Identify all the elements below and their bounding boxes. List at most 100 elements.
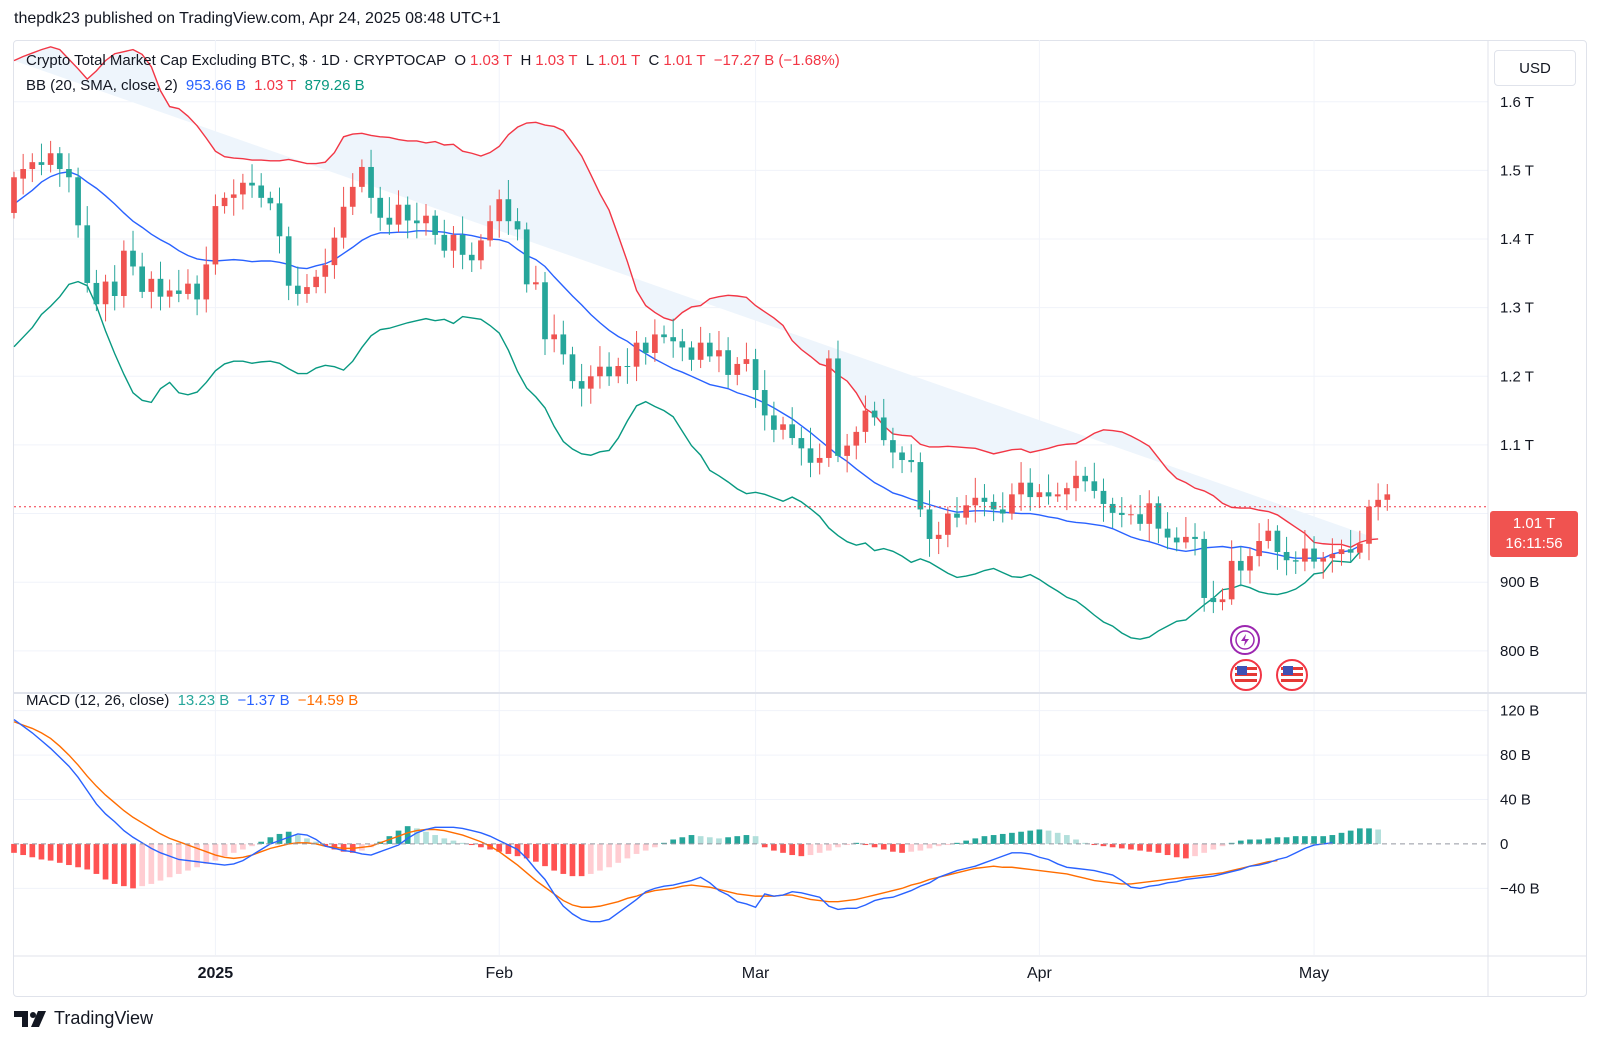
candle-body [963, 505, 969, 518]
macd-histogram-bar [1247, 839, 1253, 844]
candle [1054, 482, 1061, 502]
candle-body [148, 278, 155, 292]
candle [276, 187, 283, 254]
macd-histogram-bar [496, 843, 503, 852]
macd-histogram-bar [148, 843, 155, 884]
candle-body [615, 366, 622, 377]
candle [1018, 462, 1024, 511]
candle-body [130, 250, 136, 267]
candle [1247, 547, 1253, 584]
candle [578, 363, 585, 407]
macd-histogram-bar [102, 843, 109, 880]
candle-body [1091, 481, 1098, 491]
tradingview-logo[interactable]: TradingView [14, 1008, 153, 1029]
date-tick-label: 2025 [198, 965, 234, 982]
candle [780, 416, 786, 440]
macd-histogram-bar [11, 843, 17, 853]
macd-histogram-bar [661, 842, 667, 844]
macd-histogram-bar [1155, 843, 1162, 853]
currency-button[interactable]: USD [1494, 50, 1576, 86]
candle [11, 171, 17, 219]
candle-body [194, 283, 200, 300]
candle [1164, 512, 1171, 550]
candle-body [853, 431, 860, 446]
candle [93, 269, 100, 312]
candle-body [1164, 528, 1171, 538]
candle [468, 242, 475, 272]
macd-histogram-bar [542, 843, 548, 867]
candle [450, 225, 457, 268]
candle [679, 328, 686, 362]
candle-body [1210, 597, 1217, 603]
candle-body [1155, 503, 1162, 529]
candle [340, 186, 347, 249]
candle [1009, 483, 1015, 520]
candle-body [661, 334, 667, 338]
candle-body [844, 445, 850, 456]
candle-body [1338, 549, 1345, 555]
candle [615, 357, 622, 384]
macd-histogram-bar [139, 843, 146, 887]
candle-body [880, 417, 887, 441]
macd-histogram-bar [1118, 843, 1125, 849]
macd-histogram-bar [258, 841, 265, 844]
candle [697, 326, 704, 369]
candle [716, 330, 722, 373]
candle-body [981, 497, 988, 502]
macd-histogram-bar [1183, 843, 1189, 859]
candle-body [1009, 494, 1015, 514]
candle-body [377, 197, 384, 218]
macd-histogram-bar [871, 843, 878, 848]
macd-histogram-bar [981, 836, 988, 844]
macd-histogram-bar [578, 843, 585, 877]
candle [1036, 484, 1043, 509]
candle [551, 314, 557, 353]
macd-histogram-bar [276, 833, 283, 844]
candle-body [972, 497, 979, 506]
candle-body [1192, 536, 1198, 539]
price-tick-label: 1.5 T [1500, 162, 1534, 179]
candle [533, 265, 539, 290]
candle-body [1128, 514, 1134, 516]
candle-body [11, 177, 17, 213]
macd-signal-value: −14.59 B [297, 692, 359, 709]
macd-histogram-bar [1164, 843, 1171, 856]
candle [542, 271, 548, 356]
price-tick-label: 800 B [1500, 643, 1539, 660]
us-flag-event-icon[interactable] [1276, 659, 1308, 691]
candle [990, 494, 997, 522]
bar-countdown: 16:11:56 [1505, 535, 1563, 552]
candle-body [1137, 514, 1143, 524]
us-flag-event-icon[interactable] [1230, 659, 1262, 691]
candle-body [734, 363, 741, 375]
candle [1173, 527, 1180, 552]
candle [862, 395, 869, 443]
candle [1302, 530, 1308, 572]
candle [1274, 525, 1281, 570]
candle [890, 427, 896, 469]
candle [487, 205, 493, 247]
candle-body [697, 342, 704, 360]
macd-histogram-bar [899, 843, 905, 853]
high-label: H [520, 52, 532, 69]
candle [1320, 551, 1327, 579]
lightning-event-icon[interactable] [1230, 625, 1260, 655]
macd-histogram-bar [1082, 842, 1089, 844]
candle-body [66, 169, 72, 178]
candle-body [789, 424, 796, 439]
macd-line [13, 718, 1333, 923]
candle [853, 426, 860, 460]
candle [1100, 478, 1107, 522]
chart-frame [13, 40, 1587, 997]
candle [1375, 483, 1381, 521]
macd-tick-label: 120 B [1500, 703, 1539, 720]
candle-body [230, 194, 237, 198]
macd-histogram-bar [1283, 837, 1290, 844]
candle-body [1247, 556, 1253, 571]
candle-body [441, 234, 448, 251]
bb-lower-value: 879.26 B [304, 77, 365, 94]
candle [597, 346, 603, 389]
candle [267, 191, 274, 211]
price-legend: Crypto Total Market Cap Excluding BTC, $… [26, 52, 844, 69]
